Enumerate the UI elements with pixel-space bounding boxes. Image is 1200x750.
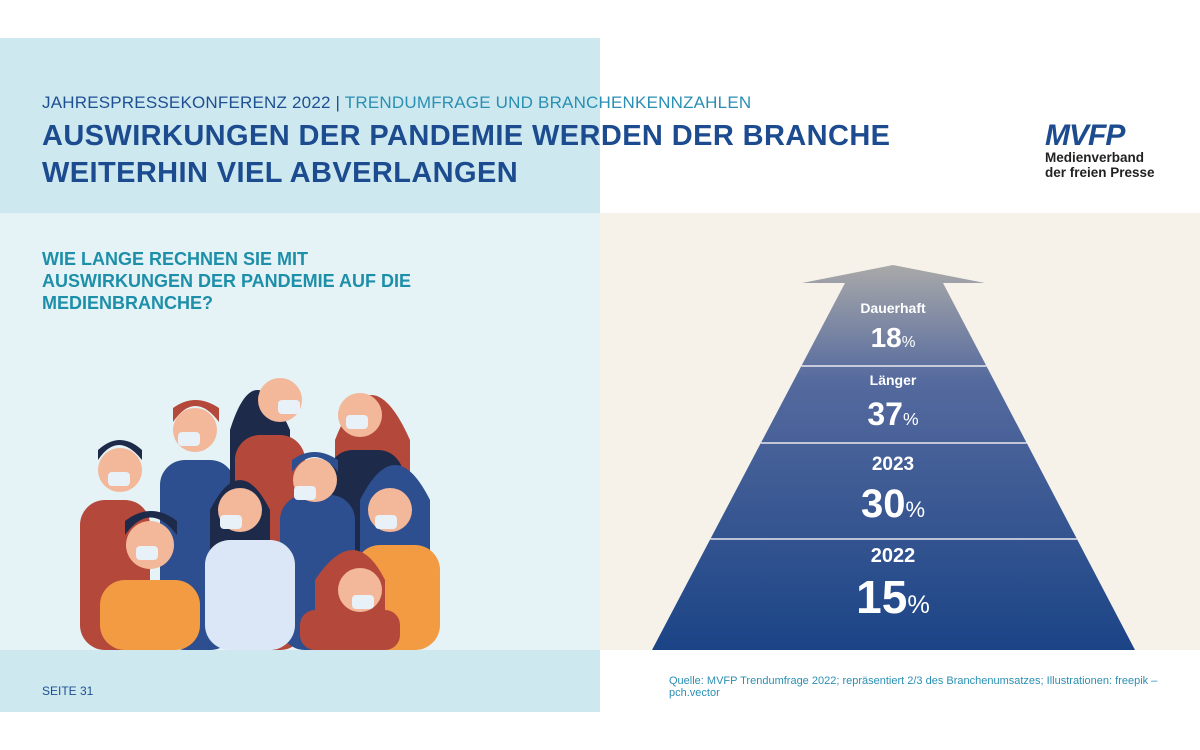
category-label: Länger [870, 372, 917, 388]
mvfp-logo: MVFP Medienverband der freien Presse [1045, 119, 1155, 181]
logo-text: MVFP [1045, 119, 1125, 152]
value-label: 37% [867, 396, 919, 432]
page-title: AUSWIRKUNGEN DER PANDEMIE WERDEN DER BRA… [42, 118, 890, 192]
question-line: WIE LANGE RECHNEN SIE MIT [42, 249, 309, 269]
source-note: Quelle: MVFP Trendumfrage 2022; repräsen… [669, 675, 1158, 699]
pyramid-arrow-shape [652, 265, 1135, 650]
category-label: 2023 [872, 454, 914, 475]
header-band [0, 38, 600, 213]
question: WIE LANGE RECHNEN SIE MIT AUSWIRKUNGEN DE… [42, 248, 411, 314]
kicker-main: JAHRESPRESSEKONFERENZ 2022 | [42, 93, 341, 112]
logo-line: der freien Presse [1045, 165, 1155, 180]
kicker-accent: TRENDUMFRAGE UND BRANCHENKENNZAHLEN [344, 93, 752, 112]
person [205, 480, 295, 650]
question-line: MEDIENBRANCHE? [42, 293, 213, 313]
people-with-masks-illustration [80, 378, 440, 650]
page-number: SEITE 31 [42, 684, 94, 698]
logo-line: Medienverband [1045, 150, 1145, 165]
footer-band [0, 650, 600, 712]
person [100, 511, 200, 650]
title-line: AUSWIRKUNGEN DER PANDEMIE WERDEN DER BRA… [42, 120, 891, 152]
question-line: AUSWIRKUNGEN DER PANDEMIE AUF DIE [42, 271, 412, 291]
category-label: 2022 [871, 545, 916, 567]
kicker: JAHRESPRESSEKONFERENZ 2022 | TRENDUMFRAG… [42, 93, 751, 113]
title-line: WEITERHIN VIEL ABVERLANGEN [42, 157, 519, 189]
category-label: Dauerhaft [860, 300, 926, 316]
person [300, 550, 400, 650]
